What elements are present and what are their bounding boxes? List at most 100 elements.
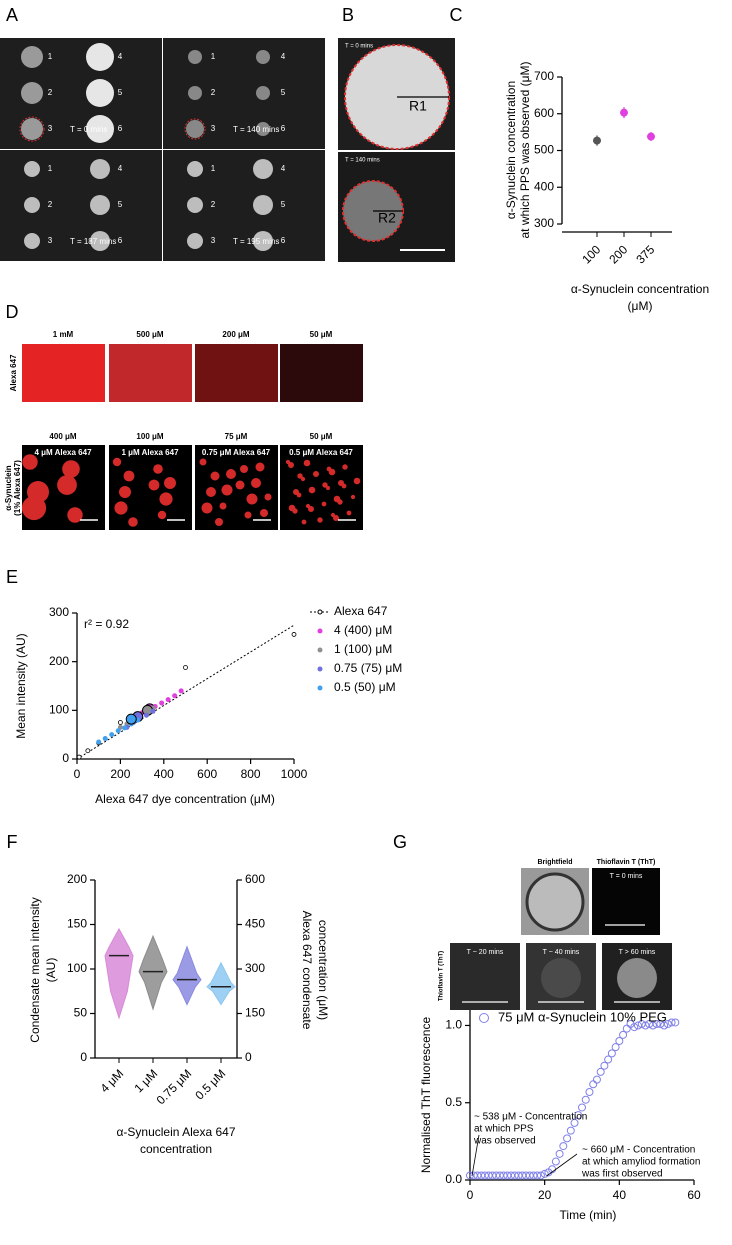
y-tick-label: 600 <box>245 872 265 886</box>
condensate <box>313 471 319 477</box>
point <box>165 697 171 703</box>
point <box>536 1171 545 1180</box>
point <box>566 1126 575 1135</box>
point <box>563 1134 572 1143</box>
point <box>183 665 188 670</box>
x-axis-label: Time (min) <box>560 1208 617 1222</box>
x-tick-label: 600 <box>197 767 217 781</box>
point <box>667 1018 676 1027</box>
condensate <box>62 460 80 478</box>
y-tick-label: 500 <box>534 143 554 157</box>
condensate <box>350 494 356 500</box>
condensate <box>333 515 339 521</box>
y-tick-label: 0.5 <box>445 1095 462 1109</box>
annotation: ~ 660 μM - Concentration <box>582 1145 695 1156</box>
panel-label: B <box>342 5 354 25</box>
annotation: ~ 538 μM - Concentration <box>474 1112 587 1123</box>
droplet-number: 2 <box>48 88 53 97</box>
y-tick-label: 300 <box>49 605 69 619</box>
y-tick-label: 300 <box>245 961 265 975</box>
time-label: T > 60 mins <box>619 949 656 956</box>
point <box>611 1043 620 1052</box>
violin <box>138 934 168 1011</box>
condensate <box>119 486 131 498</box>
droplet-number: 3 <box>48 236 53 245</box>
y-axis-label: Alexa 647 condensate <box>300 911 314 1030</box>
droplet-number: 6 <box>118 236 123 245</box>
y-tick-label: 600 <box>534 106 554 120</box>
legend-label: Alexa 647 <box>334 604 388 618</box>
point <box>585 1088 594 1096</box>
x-tick-label: 400 <box>154 767 174 781</box>
concentration-label: 400 μM <box>49 432 76 441</box>
droplet-number: 1 <box>48 164 53 173</box>
y-tick-label: 100 <box>67 961 87 975</box>
image-title: Brightfield <box>538 859 573 866</box>
x-axis-label: (μM) <box>628 299 653 313</box>
droplet-number: 1 <box>48 52 53 61</box>
condensate <box>112 457 122 467</box>
outline <box>19 116 45 142</box>
condensate <box>337 499 343 505</box>
micrograph <box>195 344 278 402</box>
point <box>159 700 165 706</box>
droplet <box>253 195 273 215</box>
row-label: α-Synuclein <box>4 465 13 510</box>
condensate <box>128 517 138 527</box>
condensate <box>308 486 316 494</box>
dye-label: 0.5 μM Alexa 647 <box>289 448 353 457</box>
point <box>619 1030 628 1039</box>
panel-label: E <box>6 567 18 587</box>
panel-label: F <box>7 832 18 852</box>
y-tick-label: 400 <box>534 179 554 193</box>
dye-label: 1 μM Alexa 647 <box>121 448 179 457</box>
droplet-number: 3 <box>211 124 216 133</box>
droplet <box>541 958 581 998</box>
point <box>593 136 601 145</box>
condensate <box>221 484 233 496</box>
point <box>574 1111 583 1120</box>
point <box>540 1169 549 1178</box>
legend-swatch <box>479 1013 489 1023</box>
fit-line <box>76 624 295 760</box>
point <box>648 1021 657 1030</box>
point <box>551 1157 560 1166</box>
point <box>671 1018 680 1027</box>
point <box>178 688 184 694</box>
droplet-number: 3 <box>48 124 53 133</box>
panel-label: A <box>6 5 18 25</box>
condensate <box>297 473 303 479</box>
concentration-label: 50 μM <box>310 432 333 441</box>
micrograph <box>592 868 660 935</box>
radius-label: R1 <box>409 98 427 114</box>
condensate <box>346 510 352 516</box>
legend-swatch <box>317 628 323 634</box>
annotation: was first observed <box>581 1169 663 1180</box>
y-tick-label: 200 <box>49 654 69 668</box>
dye-label: 0.75 μM Alexa 647 <box>202 448 271 457</box>
x-axis-label: Alexa 647 dye concentration (μM) <box>95 792 275 806</box>
dye-label: 4 μM Alexa 647 <box>34 448 92 457</box>
point <box>622 1024 631 1033</box>
condensate <box>246 493 258 505</box>
droplet <box>24 233 40 249</box>
point <box>559 1142 568 1151</box>
row-label: (1% Alexa 647) <box>13 460 22 516</box>
point <box>647 132 655 141</box>
concentration-label: 75 μM <box>225 432 248 441</box>
point <box>630 1023 639 1032</box>
time-label: T = 187 mins <box>70 237 116 246</box>
condensate <box>199 458 207 466</box>
condensate <box>300 476 306 482</box>
droplet <box>525 872 585 932</box>
panel-label: G <box>393 832 407 852</box>
legend-label: 0.5 (50) μM <box>334 680 396 694</box>
condensate <box>322 482 328 488</box>
time-label: T = 0 mins <box>610 873 643 880</box>
point <box>604 1055 613 1064</box>
condensate <box>288 462 294 468</box>
condensate <box>22 454 38 470</box>
y-tick-label: 700 <box>534 69 554 83</box>
y-tick-label: 150 <box>67 917 87 931</box>
concentration-label: 1 mM <box>53 330 74 339</box>
